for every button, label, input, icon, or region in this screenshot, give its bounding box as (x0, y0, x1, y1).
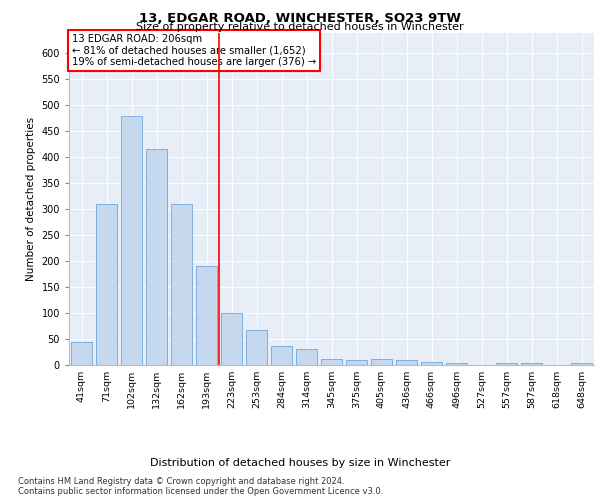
Y-axis label: Number of detached properties: Number of detached properties (26, 116, 36, 281)
Bar (146, 150, 167, 365)
Bar (496, 364, 517, 365)
Bar (521, 364, 542, 365)
Text: Size of property relative to detached houses in Winchester: Size of property relative to detached ho… (136, 22, 464, 32)
Bar (171, 204, 192, 365)
Text: Contains HM Land Registry data © Crown copyright and database right 2024.: Contains HM Land Registry data © Crown c… (18, 478, 344, 486)
Bar (296, 350, 317, 365)
Bar (121, 116, 142, 365)
Bar (196, 266, 217, 365)
Bar (346, 360, 367, 365)
Bar (421, 362, 442, 365)
Bar (221, 313, 242, 365)
Bar (246, 330, 267, 365)
Bar (571, 364, 592, 365)
Bar (446, 364, 467, 365)
Bar (321, 359, 342, 365)
Bar (271, 346, 292, 365)
Bar (396, 360, 417, 365)
Text: 13 EDGAR ROAD: 206sqm
← 81% of detached houses are smaller (1,652)
19% of semi-d: 13 EDGAR ROAD: 206sqm ← 81% of detached … (71, 34, 316, 68)
Bar (96, 204, 117, 365)
Bar (71, 342, 92, 365)
Bar (371, 359, 392, 365)
Text: Contains public sector information licensed under the Open Government Licence v3: Contains public sector information licen… (18, 488, 383, 496)
Text: 13, EDGAR ROAD, WINCHESTER, SO23 9TW: 13, EDGAR ROAD, WINCHESTER, SO23 9TW (139, 12, 461, 26)
Text: Distribution of detached houses by size in Winchester: Distribution of detached houses by size … (150, 458, 450, 468)
